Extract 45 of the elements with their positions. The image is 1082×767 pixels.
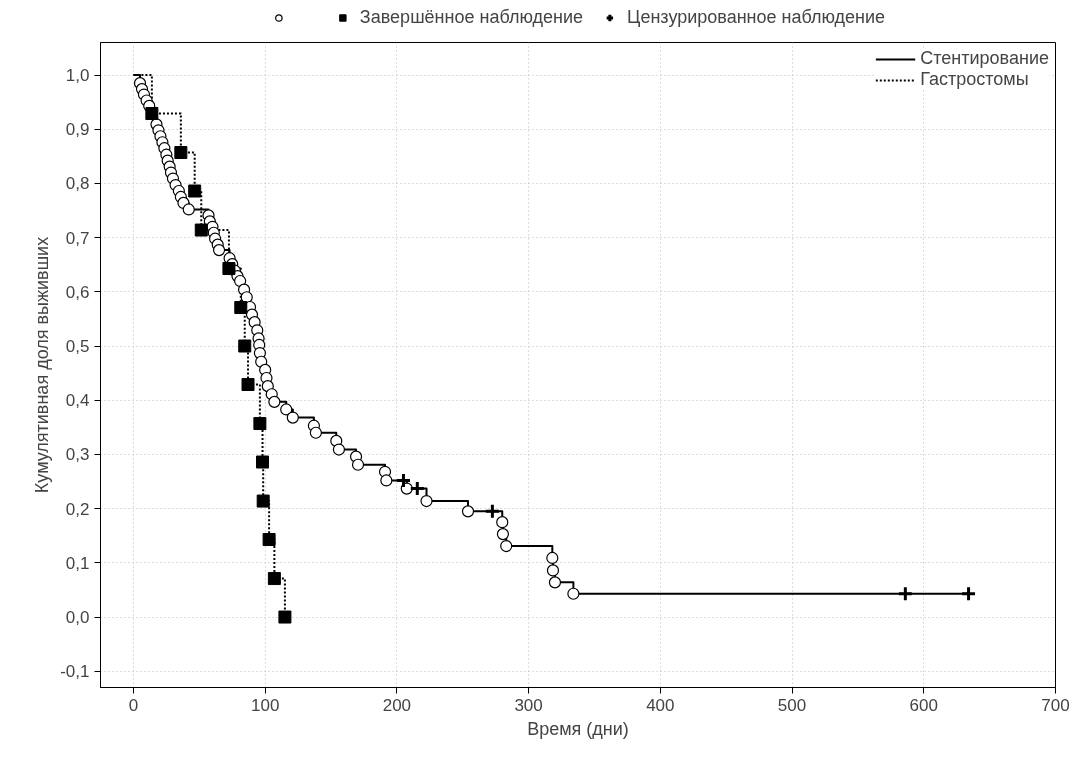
x-tick-label: 0 [128,695,139,715]
legend-label: Гастростомы [920,69,1029,90]
y-tick-label: 0,0 [65,608,90,628]
y-tick-label: 0,3 [65,445,90,465]
point [222,262,236,276]
x-tick-label: 700 [1041,695,1070,715]
y-axis-title: Кумулятивная доля выживших [32,236,53,494]
x-axis-title: Время (дни) [527,718,629,739]
point [238,339,252,353]
point [262,533,276,547]
x-tick-label: 200 [382,695,412,715]
y-tick-label: -0,1 [60,662,90,682]
point [234,301,248,315]
point [174,146,188,160]
point [484,503,501,520]
point [278,610,292,624]
x-tick-label: 400 [646,695,675,715]
point [960,585,977,602]
point [256,494,270,508]
point [897,585,914,602]
legend-label: Цензурированное наблюдение [627,6,886,28]
point [253,417,267,431]
x-tick-label: 600 [909,695,938,715]
y-tick-label: 0,1 [65,553,90,573]
point [145,107,159,120]
x-tick-label: 100 [250,695,280,715]
y-tick-label: 0,5 [65,337,90,357]
y-tick-label: 0,4 [65,391,90,411]
point [267,572,281,586]
point [194,223,208,237]
point [409,480,426,497]
y-tick-label: 0,8 [65,174,90,194]
y-tick-label: 0,7 [65,228,90,248]
y-tick-label: 0,9 [65,120,90,140]
legend-label: Завершённое наблюдение [359,6,584,28]
x-tick-label: 500 [777,695,807,715]
x-tick-label: 300 [514,695,543,715]
y-tick-label: 1,0 [65,66,90,86]
y-tick-label: 0,2 [65,499,90,519]
legend-label: Стентирование [920,48,1049,69]
y-tick-label: 0,6 [65,282,90,302]
point [241,378,255,392]
point [188,184,202,198]
point [256,455,270,469]
point [395,472,412,489]
